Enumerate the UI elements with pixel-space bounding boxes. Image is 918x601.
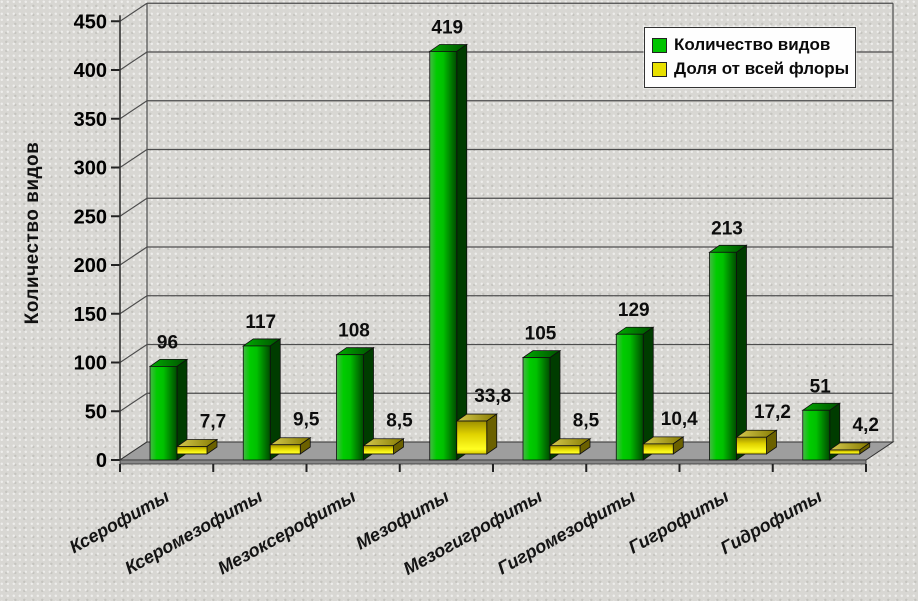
bar-green-5-front: [615, 333, 644, 461]
value-label-yellow-7: 4,2: [853, 415, 879, 436]
value-label-green-0: 96: [157, 332, 178, 353]
bar-yellow-5-front: [642, 443, 674, 455]
y-tick-label-50: 50: [85, 401, 107, 423]
bar-yellow-1-front: [269, 444, 301, 455]
bar-yellow-7-front: [829, 449, 861, 455]
value-label-green-6: 213: [711, 218, 743, 239]
y-tick-label-450: 450: [74, 11, 107, 33]
y-tick-connector-250: [119, 197, 148, 217]
chart-floor: [118, 441, 895, 461]
y-tick-label-350: 350: [74, 109, 107, 131]
value-label-green-7: 51: [810, 376, 832, 397]
bar-green-3-front: [429, 51, 458, 461]
bar-yellow-2-front: [363, 445, 394, 455]
bar-yellow-3-front: [456, 420, 488, 455]
bar-green-1-front: [242, 345, 271, 461]
y-tick-label-0: 0: [96, 450, 107, 472]
y-tick-label-400: 400: [74, 60, 107, 82]
chart-floor-edge: [119, 459, 867, 465]
value-label-yellow-4: 8,5: [573, 411, 600, 432]
bar-yellow-0-front: [176, 446, 208, 455]
y-tick-label-300: 300: [74, 158, 107, 180]
y-tick-connector-300: [119, 149, 148, 168]
y-tick-label-150: 150: [74, 304, 107, 326]
value-label-green-1: 117: [245, 312, 276, 333]
category-label-7: Гидрофиты: [717, 486, 826, 558]
value-label-yellow-1: 9,5: [293, 410, 320, 431]
value-label-green-4: 105: [525, 324, 557, 345]
legend: Количество видов Доля от всей флоры: [644, 27, 856, 88]
category-label-6: Гигрофиты: [625, 486, 733, 558]
legend-item-species-count: Количество видов: [652, 33, 849, 57]
value-label-yellow-0: 7,7: [200, 411, 226, 432]
bar-yellow-4-front: [549, 445, 581, 455]
value-label-yellow-3: 33,8: [474, 386, 511, 407]
y-tick-connector-50: [119, 392, 148, 412]
y-tick-connector-400: [119, 51, 148, 71]
bar-green-7-front: [802, 409, 831, 461]
bar-green-2-front: [336, 354, 364, 461]
y-tick-connector-450: [119, 2, 148, 22]
y-tick-connector-150: [119, 295, 148, 315]
bar-yellow-6-front: [736, 436, 767, 455]
y-tick-connector-200: [119, 246, 148, 266]
value-label-green-2: 108: [338, 321, 370, 342]
y-tick-connector-100: [119, 344, 148, 363]
y-tick-label-100: 100: [74, 353, 107, 375]
y-axis-title: Количество видов: [22, 141, 43, 325]
y-tick-label-250: 250: [74, 206, 107, 228]
legend-item-flora-share: Доля от всей флоры: [652, 57, 849, 81]
bar-green-6-side: [736, 244, 747, 461]
y-tick-connector-350: [119, 100, 148, 120]
bar-green-0-front: [149, 365, 178, 461]
bar-green-6-front: [709, 251, 737, 461]
bar-green-4-front: [522, 357, 551, 461]
legend-swatch-green-icon: [652, 37, 667, 53]
legend-label-flora-share: Доля от всей флоры: [674, 59, 850, 78]
y-tick-label-200: 200: [74, 255, 107, 277]
legend-swatch-yellow-icon: [652, 61, 667, 77]
legend-label-species-count: Количество видов: [674, 35, 831, 54]
bar-yellow-3-side: [486, 413, 498, 455]
bar-green-3-side: [456, 43, 468, 461]
value-label-yellow-5: 10,4: [661, 409, 698, 430]
value-label-yellow-6: 17,2: [754, 402, 791, 423]
value-label-green-3: 419: [431, 17, 463, 38]
value-label-green-5: 129: [618, 300, 650, 321]
value-label-yellow-2: 8,5: [386, 411, 413, 432]
